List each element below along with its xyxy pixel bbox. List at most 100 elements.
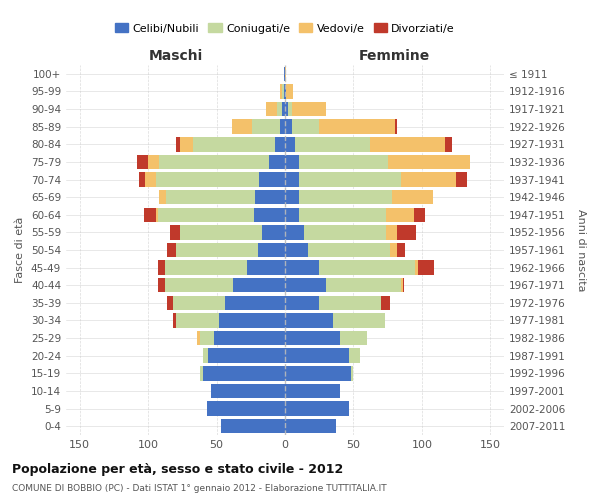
Bar [197, 331, 200, 345]
Bar [257, 243, 285, 257]
Bar [295, 137, 370, 152]
Bar [164, 278, 233, 292]
Bar [401, 278, 403, 292]
Bar [277, 102, 282, 117]
Bar [173, 314, 176, 328]
Bar [285, 154, 299, 169]
Bar [167, 243, 176, 257]
Bar [285, 314, 333, 328]
Bar [397, 225, 416, 240]
Bar [220, 314, 285, 328]
Bar [203, 366, 285, 380]
Bar [159, 190, 166, 204]
Bar [176, 243, 257, 257]
Bar [166, 190, 255, 204]
Bar [418, 260, 434, 275]
Bar [280, 120, 285, 134]
Bar [173, 296, 225, 310]
Bar [285, 190, 299, 204]
Bar [200, 366, 203, 380]
Bar [299, 208, 386, 222]
Bar [179, 137, 193, 152]
Text: Femmine: Femmine [359, 49, 430, 63]
Bar [214, 331, 285, 345]
Bar [285, 348, 349, 363]
Bar [285, 84, 286, 98]
Bar [401, 172, 456, 186]
Bar [255, 190, 285, 204]
Bar [280, 84, 282, 98]
Bar [200, 331, 214, 345]
Bar [299, 154, 388, 169]
Bar [285, 172, 299, 186]
Bar [259, 172, 285, 186]
Bar [397, 243, 406, 257]
Bar [292, 102, 326, 117]
Bar [193, 137, 275, 152]
Bar [381, 296, 391, 310]
Bar [415, 260, 418, 275]
Bar [157, 172, 259, 186]
Bar [288, 102, 292, 117]
Bar [158, 260, 164, 275]
Bar [285, 243, 308, 257]
Bar [158, 278, 164, 292]
Bar [304, 225, 386, 240]
Bar [176, 137, 179, 152]
Bar [207, 402, 285, 416]
Bar [333, 314, 385, 328]
Bar [285, 402, 349, 416]
Bar [299, 172, 401, 186]
Bar [247, 260, 285, 275]
Y-axis label: Fasce di età: Fasce di età [16, 217, 25, 283]
Bar [340, 331, 367, 345]
Bar [319, 296, 381, 310]
Bar [221, 419, 285, 434]
Bar [167, 296, 173, 310]
Bar [445, 137, 452, 152]
Bar [391, 243, 397, 257]
Bar [403, 278, 404, 292]
Bar [388, 154, 470, 169]
Bar [254, 208, 285, 222]
Bar [179, 225, 262, 240]
Bar [285, 278, 326, 292]
Bar [286, 84, 293, 98]
Bar [170, 225, 179, 240]
Bar [285, 208, 299, 222]
Bar [285, 102, 288, 117]
Bar [262, 225, 285, 240]
Bar [386, 225, 397, 240]
Bar [157, 208, 158, 222]
Bar [284, 84, 285, 98]
Bar [208, 348, 285, 363]
Bar [395, 120, 397, 134]
Bar [349, 348, 360, 363]
Text: COMUNE DI BOBBIO (PC) - Dati ISTAT 1° gennaio 2012 - Elaborazione TUTTITALIA.IT: COMUNE DI BOBBIO (PC) - Dati ISTAT 1° ge… [12, 484, 386, 493]
Bar [137, 154, 148, 169]
Bar [282, 102, 285, 117]
Bar [285, 296, 319, 310]
Bar [275, 137, 285, 152]
Bar [158, 208, 254, 222]
Text: Popolazione per età, sesso e stato civile - 2012: Popolazione per età, sesso e stato civil… [12, 462, 343, 475]
Bar [232, 120, 252, 134]
Bar [285, 419, 335, 434]
Bar [319, 260, 415, 275]
Bar [252, 120, 280, 134]
Bar [413, 208, 425, 222]
Bar [292, 120, 319, 134]
Text: Maschi: Maschi [148, 49, 203, 63]
Bar [284, 66, 285, 81]
Bar [308, 243, 391, 257]
Bar [456, 172, 467, 186]
Bar [285, 66, 286, 81]
Bar [266, 102, 277, 117]
Bar [285, 384, 340, 398]
Y-axis label: Anni di nascita: Anni di nascita [577, 209, 586, 291]
Bar [285, 331, 340, 345]
Bar [285, 120, 292, 134]
Bar [144, 208, 157, 222]
Bar [176, 314, 220, 328]
Bar [370, 137, 445, 152]
